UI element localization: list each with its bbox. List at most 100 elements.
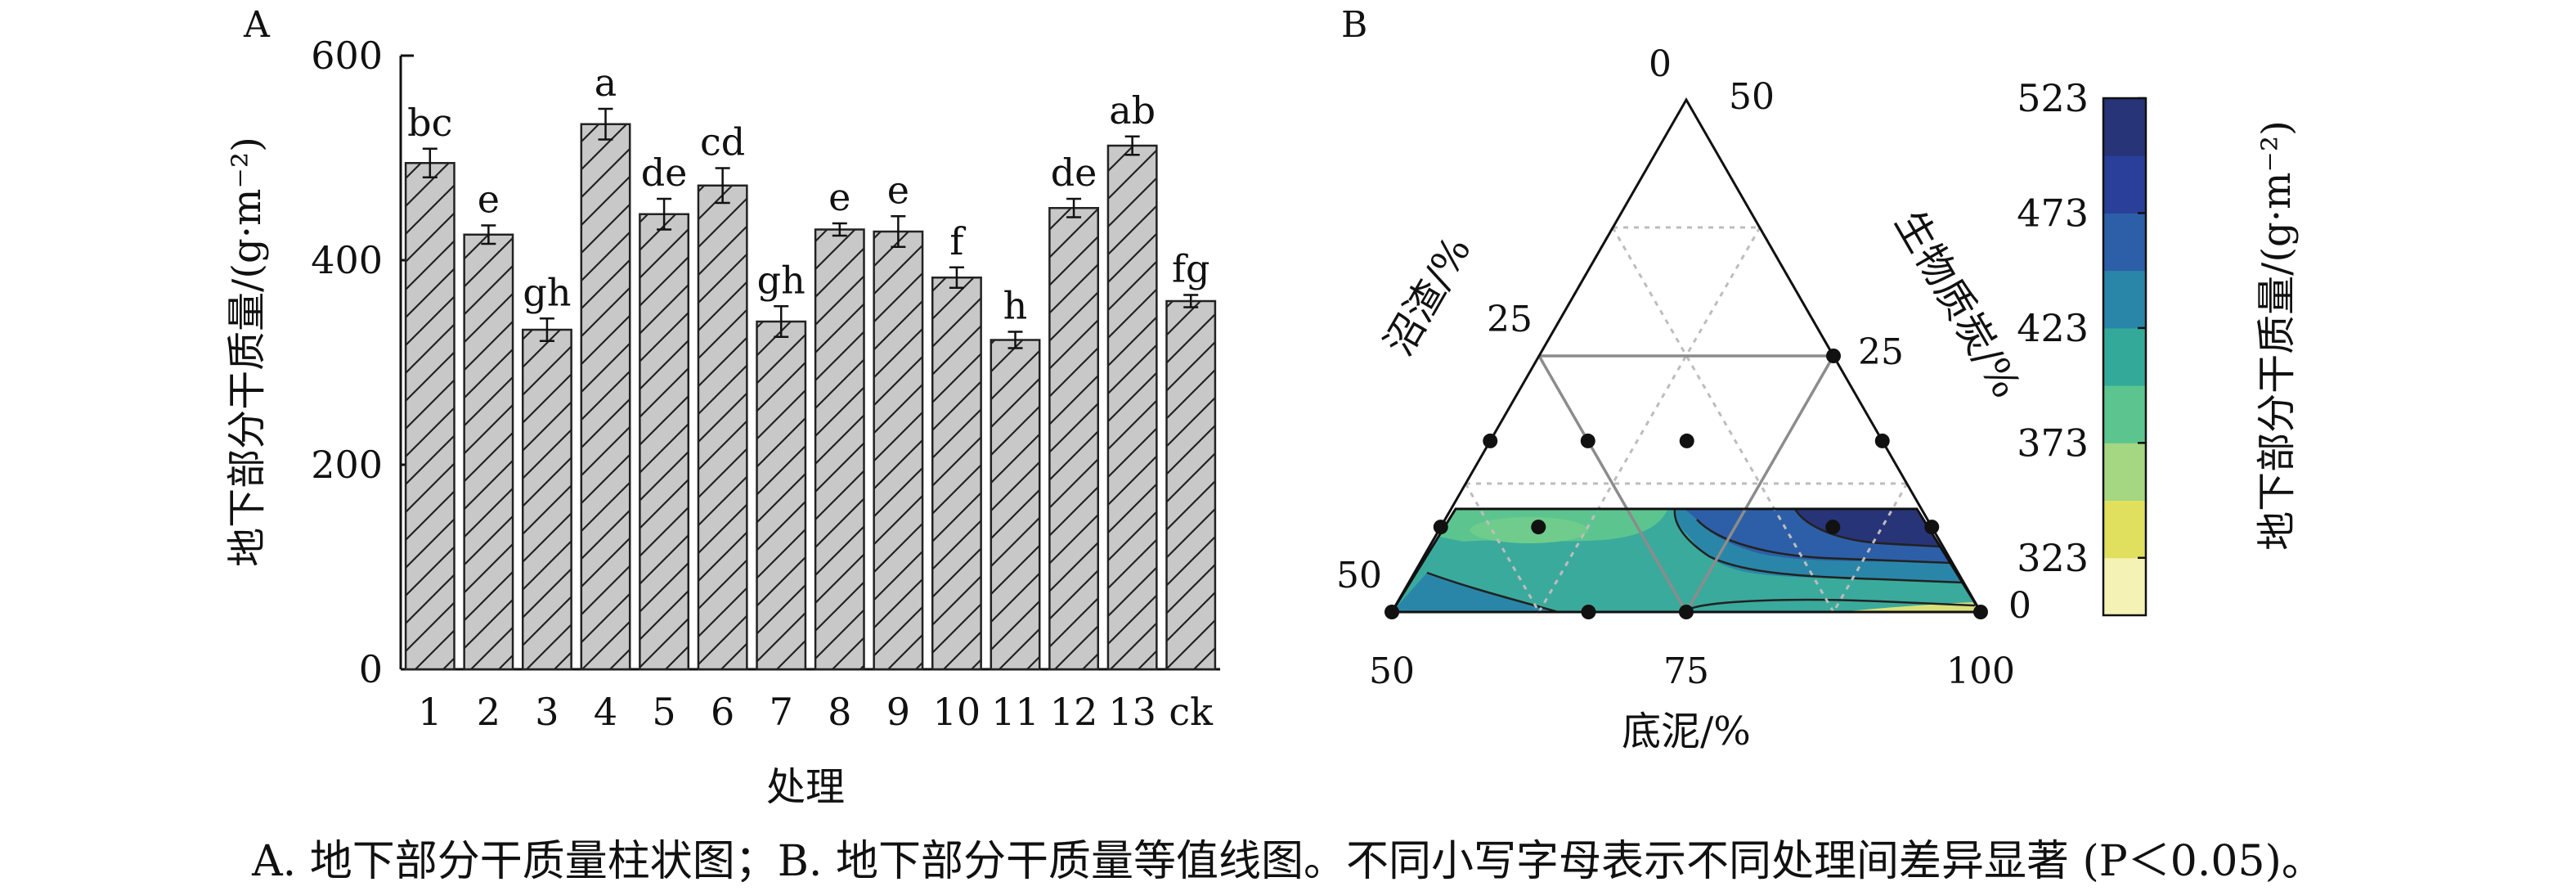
significance-letter: e bbox=[478, 178, 500, 222]
x-tick-label: 6 bbox=[711, 690, 734, 734]
x-tick-label: 1 bbox=[418, 690, 442, 734]
bar bbox=[463, 233, 514, 671]
right-axis-title: 生物质炭/% bbox=[1886, 203, 2029, 406]
bar bbox=[1165, 299, 1217, 671]
y-tick-label: 0 bbox=[359, 647, 383, 691]
x-tick-label: 12 bbox=[1050, 690, 1098, 734]
y-tick-label: 200 bbox=[311, 443, 383, 487]
significance-letter: bc bbox=[407, 101, 452, 145]
bar bbox=[639, 213, 690, 671]
significance-letter: h bbox=[1003, 284, 1028, 328]
contour-line-3 bbox=[1793, 508, 1941, 548]
left-tick-25: 25 bbox=[1487, 299, 1533, 340]
x-tick-label: 11 bbox=[991, 690, 1039, 734]
error-bar bbox=[481, 224, 496, 245]
y-tick-label: 600 bbox=[311, 34, 383, 78]
panel-b-label: B bbox=[1341, 4, 1367, 46]
x-tick-label: 3 bbox=[535, 690, 559, 734]
design-point bbox=[1483, 433, 1498, 448]
x-tick-label: 10 bbox=[933, 690, 981, 734]
colorbar-band bbox=[2103, 155, 2146, 214]
y-tick-label: 400 bbox=[311, 238, 383, 282]
error-bar bbox=[832, 222, 847, 237]
bar bbox=[931, 277, 982, 671]
error-bar bbox=[1008, 331, 1023, 349]
significance-letter: de bbox=[1051, 151, 1097, 195]
bar bbox=[580, 123, 631, 671]
error-bar bbox=[422, 147, 438, 178]
error-bar bbox=[774, 305, 789, 338]
ternary-solid-grid bbox=[1537, 354, 1835, 613]
error-bar bbox=[891, 215, 906, 248]
design-point bbox=[1825, 520, 1841, 535]
x-tick-label: 5 bbox=[652, 690, 675, 734]
colorbar-band bbox=[2103, 270, 2146, 329]
significance-letter: ab bbox=[1109, 88, 1156, 133]
colorbar-tick-label: 523 bbox=[2017, 76, 2089, 120]
colorbar-band bbox=[2103, 327, 2146, 386]
significance-letter: cd bbox=[700, 120, 745, 164]
y-axis-label: 地下部分干质量/(g·m⁻²) bbox=[224, 137, 270, 567]
significance-letter: de bbox=[641, 151, 688, 195]
bar bbox=[404, 162, 456, 671]
significance-letter: a bbox=[595, 61, 617, 105]
ternary-tick-labels: 50 75 100 50 25 25 0 0 50 bbox=[1336, 43, 2031, 692]
bottom-axis-title: 底泥/% bbox=[1622, 709, 1751, 754]
contour-band-lower-teal bbox=[1392, 573, 1554, 612]
colorbar-tick-label: 373 bbox=[2017, 421, 2089, 465]
colorbar-band bbox=[2103, 557, 2146, 616]
bar bbox=[990, 339, 1041, 671]
significance-letter: gh bbox=[757, 258, 806, 302]
design-point bbox=[1924, 520, 1940, 535]
colorbar: 323 373 423 473 523 bbox=[2017, 76, 2147, 617]
design-point bbox=[1531, 520, 1546, 535]
design-point bbox=[1581, 605, 1596, 619]
colorbar-band bbox=[2103, 98, 2146, 156]
bar bbox=[697, 184, 748, 671]
bottom-tick-50: 50 bbox=[1369, 650, 1415, 692]
contour-band-green-spot bbox=[1470, 517, 1588, 543]
bottom-tick-75: 75 bbox=[1663, 650, 1709, 692]
significance-letter: fg bbox=[1172, 247, 1209, 291]
x-tick-label: ck bbox=[1169, 690, 1214, 734]
design-point bbox=[1384, 605, 1399, 619]
error-bar bbox=[715, 167, 730, 205]
x-tick-label: 7 bbox=[770, 690, 793, 734]
design-point bbox=[1874, 433, 1890, 448]
contour-fill bbox=[1392, 508, 1981, 612]
top-tick-0: 0 bbox=[1649, 43, 1672, 85]
right-tick-0: 0 bbox=[2008, 585, 2031, 627]
significance-letter: gh bbox=[523, 270, 571, 314]
colorbar-band bbox=[2103, 213, 2146, 272]
contour-line-5 bbox=[1426, 571, 1559, 612]
bar bbox=[873, 230, 924, 671]
error-bar bbox=[539, 317, 554, 342]
bottom-tick-100: 100 bbox=[1946, 650, 2015, 692]
significance-letter: e bbox=[828, 175, 850, 219]
x-tick-labels: 1 2 3 4 5 6 7 8 9 10 11 12 13 ck bbox=[418, 690, 1214, 734]
bar bbox=[1048, 207, 1100, 671]
colorbar-tick-label: 423 bbox=[2017, 306, 2089, 350]
ternary-contour-panel-b: B bbox=[1336, 4, 2300, 754]
contour-line-2 bbox=[1696, 519, 1951, 565]
design-point bbox=[1973, 605, 1988, 619]
top-tick-50: 50 bbox=[1729, 76, 1775, 118]
colorbar-band bbox=[2103, 443, 2146, 502]
colorbar-tick-label: 473 bbox=[2017, 191, 2089, 235]
design-point bbox=[1826, 349, 1841, 363]
x-tick-label: 9 bbox=[886, 690, 910, 734]
error-bar bbox=[949, 266, 964, 289]
design-point bbox=[1679, 433, 1694, 448]
colorbar-frame bbox=[2102, 97, 2147, 617]
x-tick-label: 8 bbox=[828, 690, 851, 734]
colorbar-tick-label: 323 bbox=[2017, 536, 2089, 580]
bar bbox=[814, 228, 865, 671]
design-point bbox=[1679, 605, 1694, 619]
x-tick-label: 13 bbox=[1108, 690, 1156, 734]
significance-letter: f bbox=[949, 219, 966, 263]
x-axis-label: 处理 bbox=[766, 764, 845, 810]
design-point bbox=[1433, 520, 1448, 535]
